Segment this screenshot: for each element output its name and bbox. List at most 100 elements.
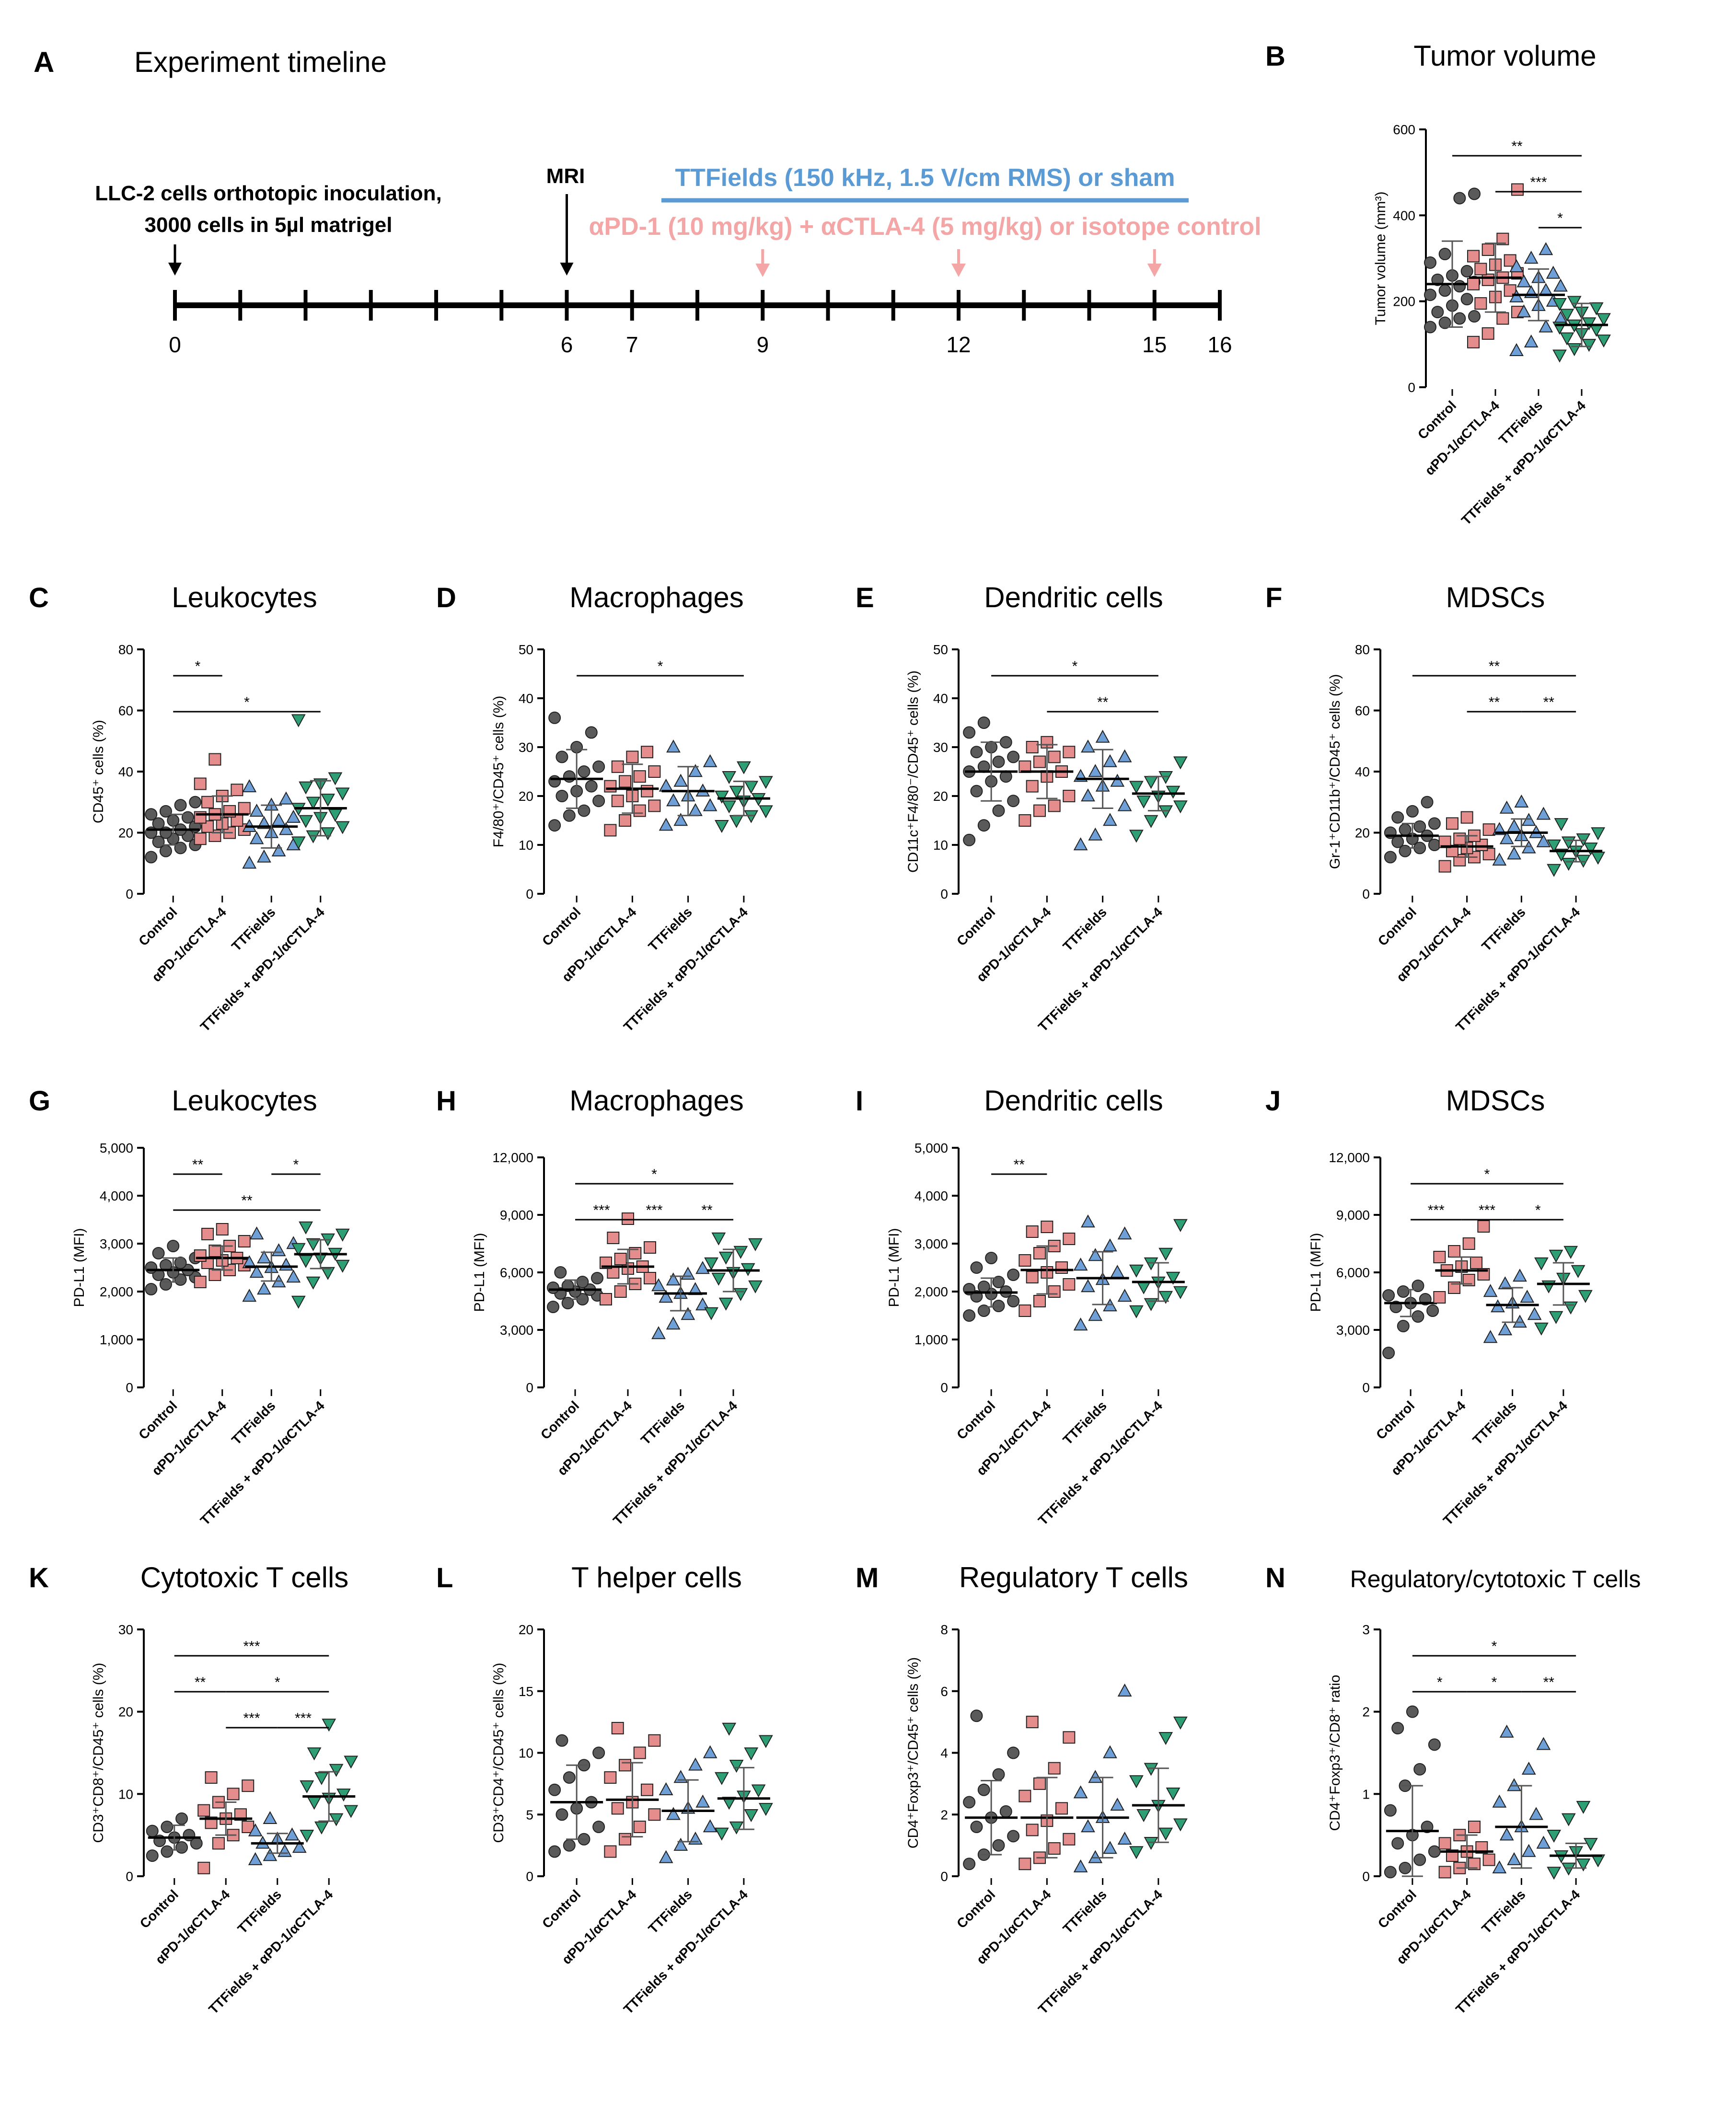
data-point bbox=[1567, 343, 1582, 357]
data-point bbox=[1144, 1836, 1158, 1850]
y-tick-label: 0 bbox=[526, 1869, 533, 1884]
data-point bbox=[306, 1276, 321, 1290]
data-point bbox=[1173, 756, 1188, 770]
data-point bbox=[1158, 1827, 1173, 1841]
data-point bbox=[1048, 799, 1061, 812]
panel-letter: G bbox=[29, 1085, 50, 1117]
data-point bbox=[1567, 296, 1582, 309]
data-point bbox=[208, 1269, 221, 1281]
data-point bbox=[748, 1280, 763, 1293]
timeline-title: Experiment timeline bbox=[134, 46, 387, 78]
data-point bbox=[249, 803, 264, 817]
data-point bbox=[651, 1326, 666, 1339]
data-point bbox=[1438, 284, 1451, 297]
y-axis-label: Tumor volume (mm³) bbox=[1373, 192, 1389, 325]
data-point bbox=[585, 780, 598, 793]
data-point bbox=[1446, 817, 1458, 830]
data-point bbox=[1117, 798, 1132, 811]
data-point bbox=[335, 1228, 350, 1242]
data-point bbox=[666, 1807, 681, 1820]
y-tick-label: 0 bbox=[126, 1380, 133, 1395]
data-point bbox=[1438, 248, 1451, 261]
data-point bbox=[1063, 790, 1076, 802]
data-point bbox=[758, 1735, 773, 1748]
data-point bbox=[547, 1281, 559, 1294]
data-point bbox=[1561, 1862, 1576, 1876]
data-point bbox=[1499, 831, 1514, 844]
data-point bbox=[633, 1821, 646, 1833]
data-point bbox=[1136, 796, 1151, 809]
data-point bbox=[1412, 1280, 1424, 1292]
data-point bbox=[1048, 750, 1061, 763]
data-point bbox=[992, 1839, 1005, 1852]
data-point bbox=[704, 1307, 718, 1320]
data-point bbox=[1481, 273, 1494, 286]
data-point bbox=[197, 1804, 210, 1817]
data-point bbox=[1507, 1852, 1521, 1865]
x-tick-label: TTFields bbox=[1060, 1398, 1110, 1447]
data-point bbox=[1583, 1838, 1598, 1851]
data-point bbox=[673, 813, 688, 826]
data-point bbox=[736, 761, 751, 774]
data-point bbox=[977, 1783, 990, 1796]
data-point bbox=[291, 714, 306, 727]
inoculation-label-line2: 3000 cells in 5µl matrigel bbox=[145, 213, 393, 237]
x-tick-label: TTFields bbox=[646, 904, 695, 954]
data-point bbox=[328, 772, 343, 785]
data-point bbox=[1018, 814, 1031, 827]
data-point bbox=[145, 1283, 158, 1295]
data-point bbox=[336, 1789, 351, 1802]
data-point bbox=[1073, 1317, 1088, 1331]
significance-label: ** bbox=[1489, 658, 1500, 674]
data-point bbox=[604, 780, 617, 793]
data-point bbox=[1470, 1257, 1483, 1269]
significance-label: * bbox=[1557, 210, 1563, 226]
data-point bbox=[611, 795, 624, 808]
data-point bbox=[1007, 750, 1020, 763]
y-axis-label: CD45⁺ cells (%) bbox=[91, 720, 106, 823]
y-tick-label: 20 bbox=[519, 789, 533, 804]
significance-label: *** bbox=[646, 1202, 662, 1218]
mri-label: MRI bbox=[546, 164, 585, 188]
data-point bbox=[992, 755, 1005, 768]
chart-panel-g: G Leukocytes 0 1,000 2,000 3,000 4,000 5,000 PD-… bbox=[29, 1085, 350, 1528]
panel-letter-a: A bbox=[34, 46, 54, 78]
data-point bbox=[1474, 263, 1487, 276]
significance-label: * bbox=[658, 658, 663, 674]
data-point bbox=[554, 1266, 567, 1279]
data-point bbox=[1384, 1866, 1397, 1879]
data-point bbox=[1539, 319, 1553, 333]
panel-letter: C bbox=[29, 582, 49, 613]
drug-label: αPD-1 (10 mg/kg) + αCTLA-4 (5 mg/kg) or … bbox=[589, 213, 1261, 241]
data-point bbox=[1117, 1683, 1132, 1697]
y-tick-label: 0 bbox=[526, 1380, 533, 1395]
data-point bbox=[578, 804, 590, 817]
y-tick-label: 0 bbox=[1362, 1869, 1370, 1884]
panel-title: Dendritic cells bbox=[984, 1085, 1163, 1117]
data-point bbox=[1406, 1705, 1419, 1718]
data-point bbox=[314, 1821, 329, 1835]
panel-title: T helper cells bbox=[571, 1561, 742, 1593]
data-point bbox=[1492, 1794, 1507, 1808]
data-point bbox=[977, 819, 990, 832]
data-point bbox=[963, 833, 976, 846]
data-point bbox=[1110, 1798, 1125, 1811]
panel-title: Dendritic cells bbox=[984, 581, 1163, 613]
data-point bbox=[1560, 332, 1574, 346]
data-point bbox=[633, 770, 646, 783]
data-point bbox=[1117, 1289, 1132, 1302]
data-point bbox=[1397, 1285, 1410, 1298]
data-point bbox=[714, 1772, 729, 1785]
data-point bbox=[344, 1755, 359, 1769]
data-point bbox=[1509, 289, 1524, 302]
data-point bbox=[999, 1805, 1012, 1818]
data-point bbox=[1158, 1732, 1173, 1745]
timeline-panel: A Experiment timeline LLC-2 cells orthot… bbox=[34, 46, 1261, 357]
data-point bbox=[329, 1813, 344, 1826]
y-tick-label: 9,000 bbox=[1336, 1208, 1370, 1223]
data-point bbox=[1549, 1249, 1563, 1263]
data-point bbox=[963, 726, 976, 739]
data-point bbox=[611, 1722, 624, 1734]
data-point bbox=[1026, 741, 1039, 753]
data-point bbox=[1406, 805, 1419, 818]
